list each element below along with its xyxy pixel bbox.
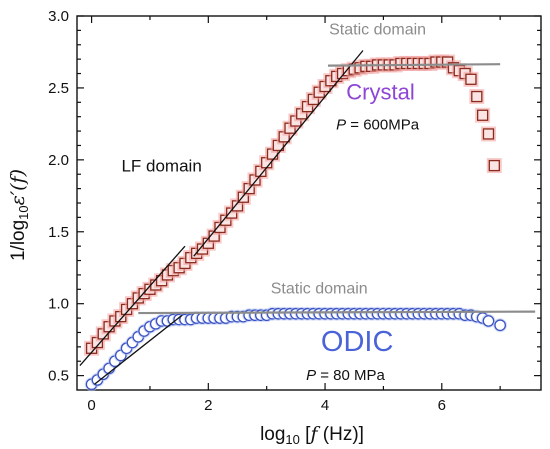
crystal-static-fit xyxy=(327,63,501,67)
crystal-pressure-value: = 600MPa xyxy=(346,117,420,134)
y-tick-label: 2.5 xyxy=(48,80,69,97)
y-axis-title: 1/log10ε′(f) xyxy=(7,169,31,261)
crystal-pressure-var: P xyxy=(336,117,346,134)
odic-static-fit xyxy=(138,310,536,315)
y-tick-label: 3.0 xyxy=(48,8,69,25)
y-tick-label: 2.0 xyxy=(48,152,69,169)
plot-area: 0 2 4 6 0.5 1.0 1.5 2.0 2.5 3.0 xyxy=(48,8,542,414)
y-tick-label: 0.5 xyxy=(48,368,69,385)
y-tick-label: 1.0 xyxy=(48,296,69,313)
odic-pressure-label: P = 80 MPa xyxy=(306,367,385,384)
crystal-pressure-label: P = 600MPa xyxy=(336,117,420,134)
crystal-point xyxy=(488,159,500,172)
x-tick-label: 4 xyxy=(321,397,329,414)
x-axis-title: log10 [f (Hz)] xyxy=(260,423,364,447)
crystal-point xyxy=(476,109,489,121)
odic-pressure-var: P xyxy=(306,367,316,384)
y-tick-label: 1.5 xyxy=(48,224,69,241)
x-tick-label: 6 xyxy=(438,397,446,414)
x-tick-label: 0 xyxy=(87,397,95,414)
crystal-point xyxy=(465,73,477,85)
static-domain-crystal-label: Static domain xyxy=(329,22,426,39)
odic-pressure-value: = 80 MPa xyxy=(316,367,385,384)
crystal-label: Crystal xyxy=(346,79,414,104)
odic-label: ODIC xyxy=(321,326,394,358)
lf-domain-label: LF domain xyxy=(121,156,201,175)
crystal-mid-fit xyxy=(193,50,364,257)
odic-lf-fit xyxy=(94,314,183,385)
odic-point xyxy=(482,315,495,327)
crystal-point xyxy=(482,128,495,140)
static-domain-odic-label: Static domain xyxy=(271,281,368,298)
x-tick-label: 2 xyxy=(204,397,212,414)
crystal-point xyxy=(471,90,483,103)
crystal-lf-fit xyxy=(79,245,186,366)
odic-point xyxy=(494,319,506,332)
